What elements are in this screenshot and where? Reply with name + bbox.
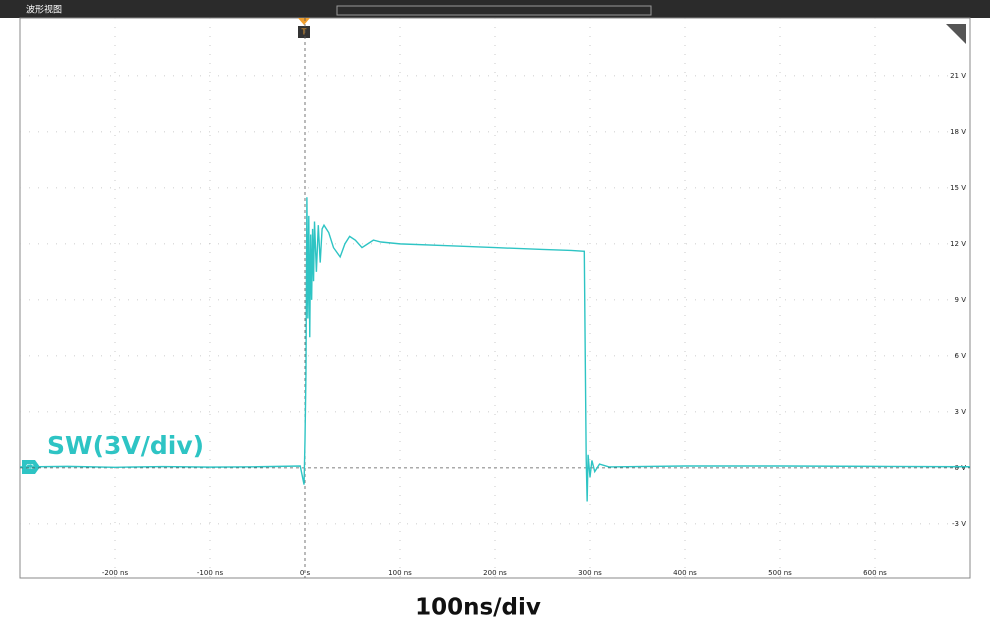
y-tick-label: 18 V xyxy=(950,128,966,136)
y-tick-label: 12 V xyxy=(950,240,966,248)
y-tick-label: 9 V xyxy=(955,296,967,304)
x-scale-label: 100ns/div xyxy=(415,595,541,621)
x-tick-label: -100 ns xyxy=(197,569,224,577)
x-tick-label: -200 ns xyxy=(102,569,129,577)
y-tick-label: 6 V xyxy=(955,352,967,360)
y-tick-label: 21 V xyxy=(950,72,966,80)
window-title: 波形视图 xyxy=(26,4,62,16)
x-tick-label: 100 ns xyxy=(388,569,412,577)
trigger-marker-box xyxy=(298,26,310,38)
waveform xyxy=(19,197,971,502)
x-tick-label: 600 ns xyxy=(863,569,887,577)
x-tick-label: 400 ns xyxy=(673,569,697,577)
x-tick-label: 0 s xyxy=(300,569,311,577)
corner-icon[interactable] xyxy=(946,24,966,44)
y-tick-label: 3 V xyxy=(955,408,967,416)
y-tick-label: -3 V xyxy=(952,520,966,528)
trigger-arrow xyxy=(298,18,310,25)
x-tick-label: 300 ns xyxy=(578,569,602,577)
overview-slider[interactable] xyxy=(336,5,652,16)
y-tick-label: 15 V xyxy=(950,184,966,192)
x-tick-label: 200 ns xyxy=(483,569,507,577)
trigger-marker: T xyxy=(301,28,307,37)
channel-label: SW(3V/div) xyxy=(47,431,204,460)
y-tick-label: 0 V xyxy=(955,464,967,472)
x-tick-label: 500 ns xyxy=(768,569,792,577)
title-bar xyxy=(0,0,990,18)
